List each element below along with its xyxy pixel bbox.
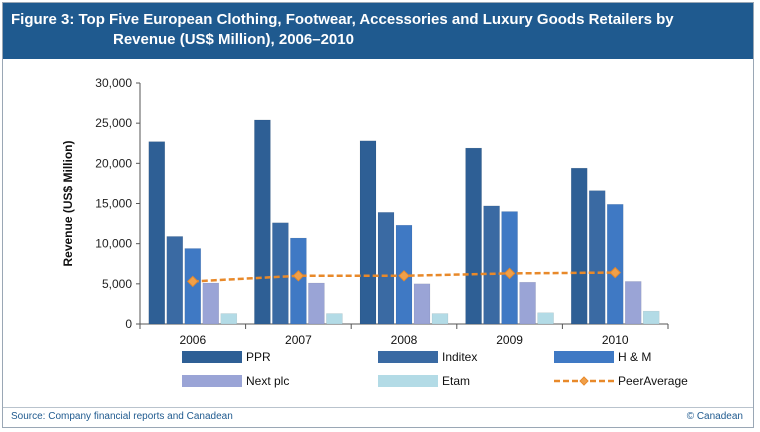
x-tick-label: 2008	[391, 333, 418, 347]
bar-next-plc-2010	[625, 281, 641, 324]
y-tick-label: 15,000	[95, 197, 132, 211]
x-tick-label: 2006	[179, 333, 206, 347]
legend-label-next-plc: Next plc	[246, 374, 289, 388]
bar-ppr-2008	[360, 141, 376, 324]
legend-label-ppr: PPR	[246, 350, 271, 364]
y-tick-label: 25,000	[95, 116, 132, 130]
y-tick-label: 30,000	[95, 76, 132, 90]
legend-label-etam: Etam	[442, 374, 470, 388]
legend-swatch-h-m	[554, 351, 614, 363]
y-tick-label: 5,000	[102, 277, 132, 291]
legend-swatch-ppr	[182, 351, 242, 363]
bar-next-plc-2009	[520, 282, 536, 324]
legend-swatch-next-plc	[182, 375, 242, 387]
bar-ppr-2009	[466, 148, 482, 324]
legend-label-inditex: Inditex	[442, 350, 477, 364]
bar-inditex-2007	[272, 223, 288, 324]
y-axis-title: Revenue (US$ Million)	[61, 140, 75, 266]
bar-h-m-2010	[607, 204, 623, 324]
x-tick-label: 2010	[602, 333, 629, 347]
bar-etam-2007	[326, 314, 342, 324]
bar-next-plc-2006	[203, 283, 219, 324]
revenue-chart: 0 5,000 10,000 15,000 20,000 25,000 30,000 Reve…	[0, 0, 760, 432]
x-tick-label: 2007	[285, 333, 312, 347]
legend-swatch-etam	[378, 375, 438, 387]
legend-swatch-peer-average-marker	[580, 377, 588, 385]
bar-inditex-2006	[167, 236, 183, 324]
bar-ppr-2006	[149, 142, 165, 324]
y-tick-label: 0	[125, 317, 132, 331]
bar-etam-2008	[432, 314, 448, 324]
bar-inditex-2010	[589, 191, 605, 324]
bar-ppr-2010	[571, 168, 587, 324]
legend-label-peeraverage: PeerAverage	[618, 374, 688, 388]
y-tick-label: 20,000	[95, 156, 132, 170]
bar-etam-2009	[538, 313, 554, 324]
bar-next-plc-2008	[414, 284, 430, 324]
bar-inditex-2009	[484, 206, 500, 324]
bar-next-plc-2007	[308, 283, 324, 324]
bar-inditex-2008	[378, 212, 394, 324]
x-tick-label: 2009	[496, 333, 523, 347]
y-tick-label: 10,000	[95, 237, 132, 251]
bar-ppr-2007	[254, 120, 270, 324]
bar-etam-2006	[221, 314, 237, 324]
legend-label-h-m: H & M	[618, 350, 651, 364]
legend-swatch-inditex	[378, 351, 438, 363]
bar-etam-2010	[643, 311, 659, 324]
